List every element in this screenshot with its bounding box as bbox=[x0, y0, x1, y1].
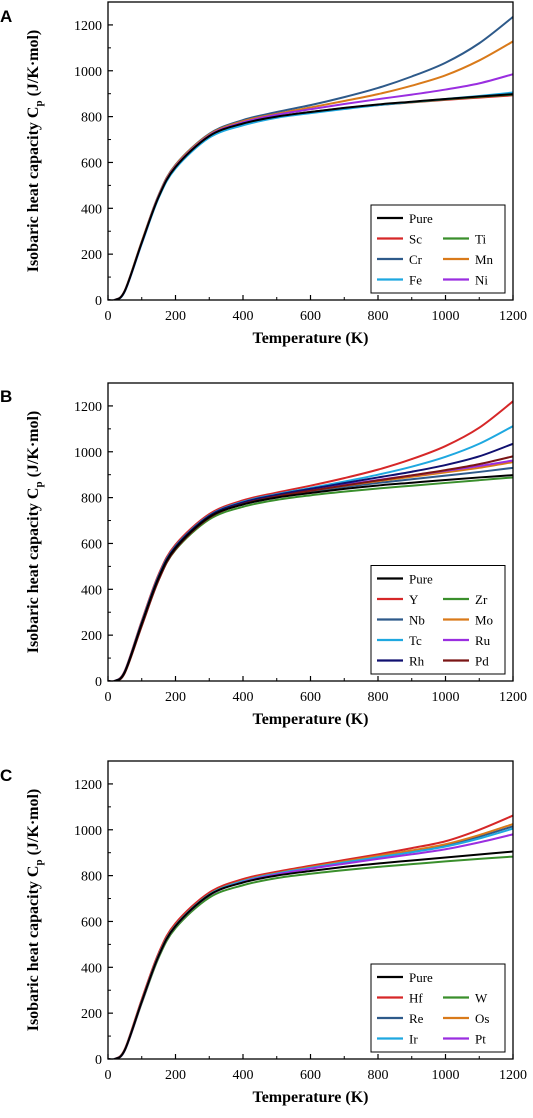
panel-label: A bbox=[0, 7, 12, 26]
legend-label-rh: Rh bbox=[409, 654, 425, 669]
legend-label-nb: Nb bbox=[409, 613, 425, 628]
y-tick-label: 400 bbox=[81, 961, 102, 976]
x-tick-label: 1000 bbox=[432, 1068, 460, 1083]
legend-label-mo: Mo bbox=[475, 613, 493, 628]
x-tick-label: 1200 bbox=[499, 690, 527, 705]
legend-label-pt: Pt bbox=[475, 1032, 486, 1047]
x-tick-label: 800 bbox=[368, 1068, 389, 1083]
legend-label-ir: Ir bbox=[409, 1032, 418, 1047]
x-tick-label: 800 bbox=[368, 309, 389, 324]
y-tick-label: 1000 bbox=[74, 824, 102, 839]
legend-label-re: Re bbox=[409, 1011, 424, 1026]
legend-label-w: W bbox=[475, 991, 488, 1006]
y-axis-title-unit: (J/K·mol) bbox=[25, 411, 42, 482]
series-group bbox=[108, 16, 513, 300]
legend-label-ru: Ru bbox=[475, 633, 491, 648]
x-tick-label: 400 bbox=[233, 1068, 254, 1083]
y-tick-label: 200 bbox=[81, 1007, 102, 1022]
y-tick-label: 1200 bbox=[74, 778, 102, 793]
series-group bbox=[108, 400, 513, 681]
x-tick-label: 200 bbox=[165, 690, 186, 705]
x-tick-label: 400 bbox=[233, 309, 254, 324]
x-tick-label: 600 bbox=[300, 309, 321, 324]
y-axis-title-subscript: p bbox=[33, 100, 45, 106]
y-tick-label: 600 bbox=[81, 537, 102, 552]
x-tick-label: 800 bbox=[368, 690, 389, 705]
legend-label-hf: Hf bbox=[409, 991, 423, 1006]
y-tick-label: 400 bbox=[81, 202, 102, 217]
panel-label: B bbox=[0, 387, 12, 406]
x-axis-title: Temperature (K) bbox=[253, 711, 369, 728]
y-axis-title-main: Isobaric heat capacity C bbox=[25, 866, 42, 1032]
y-axis-title-unit: (J/K·mol) bbox=[25, 30, 42, 101]
legend-box bbox=[370, 204, 506, 294]
x-tick-label: 200 bbox=[165, 309, 186, 324]
chart-panel-a: A 0 200 400 600 800 1000 1200 0 200 400 600 800 1000 1… bbox=[0, 1, 527, 347]
legend-label-mn: Mn bbox=[475, 252, 494, 267]
y-tick-label: 600 bbox=[81, 156, 102, 171]
x-tick-label: 600 bbox=[300, 1068, 321, 1083]
y-axis-title-unit: (J/K·mol) bbox=[25, 789, 42, 860]
legend-label-cr: Cr bbox=[409, 252, 423, 267]
legend: Pure Sc Ti Cr Mn Fe Ni bbox=[370, 204, 506, 294]
x-tick-label: 1200 bbox=[499, 1068, 527, 1083]
x-tick-label: 600 bbox=[300, 690, 321, 705]
x-axis-title: Temperature (K) bbox=[253, 330, 369, 347]
x-axis-title: Temperature (K) bbox=[253, 1089, 369, 1106]
y-tick-label: 0 bbox=[95, 1053, 102, 1068]
legend-box bbox=[370, 963, 506, 1053]
chart-panel-c: C 0 200 400 600 800 1000 1200 0 200 400 600 800 1000 1… bbox=[0, 760, 527, 1106]
legend-label-pure: Pure bbox=[409, 211, 433, 226]
y-axis-title-main: Isobaric heat capacity C bbox=[25, 107, 42, 273]
series-group bbox=[108, 814, 513, 1059]
legend-label-pure: Pure bbox=[409, 572, 433, 587]
y-tick-label: 1000 bbox=[74, 446, 102, 461]
series-line-pure bbox=[108, 93, 513, 300]
y-tick-label: 0 bbox=[95, 294, 102, 309]
x-tick-label: 1000 bbox=[432, 690, 460, 705]
legend-label-ni: Ni bbox=[475, 273, 488, 288]
series-line-pure bbox=[108, 474, 513, 681]
legend-label-tc: Tc bbox=[409, 633, 422, 648]
legend: Pure Hf W Re Os Ir Pt bbox=[370, 963, 506, 1053]
legend-label-ti: Ti bbox=[475, 232, 486, 247]
legend-label-zr: Zr bbox=[475, 592, 488, 607]
y-axis-title-main: Isobaric heat capacity C bbox=[25, 488, 42, 654]
x-tick-label: 1000 bbox=[432, 309, 460, 324]
y-tick-label: 0 bbox=[95, 675, 102, 690]
x-tick-label: 400 bbox=[233, 690, 254, 705]
series-line-pure bbox=[108, 850, 513, 1059]
x-tick-label: 200 bbox=[165, 1068, 186, 1083]
y-tick-label: 800 bbox=[81, 870, 102, 885]
legend-label-sc: Sc bbox=[409, 232, 422, 247]
y-tick-label: 800 bbox=[81, 492, 102, 507]
legend-label-pure: Pure bbox=[409, 970, 433, 985]
legend-label-fe: Fe bbox=[409, 273, 422, 288]
y-tick-label: 800 bbox=[81, 111, 102, 126]
y-axis-title-subscript: p bbox=[33, 859, 45, 865]
y-tick-label: 1200 bbox=[74, 19, 102, 34]
legend-label-os: Os bbox=[475, 1011, 489, 1026]
y-tick-label: 200 bbox=[81, 629, 102, 644]
y-axis-title-subscript: p bbox=[33, 481, 45, 487]
y-tick-label: 1000 bbox=[74, 65, 102, 80]
x-tick-label: 1200 bbox=[499, 309, 527, 324]
legend-label-pd: Pd bbox=[475, 654, 489, 669]
y-axis-title: Isobaric heat capacity Cp (J/K·mol) bbox=[25, 30, 45, 273]
x-tick-label: 0 bbox=[105, 309, 112, 324]
y-tick-label: 1200 bbox=[74, 400, 102, 415]
legend-label-y: Y bbox=[409, 592, 419, 607]
legend: Pure Y Zr Nb Mo Tc Ru Rh Pd bbox=[370, 565, 506, 675]
y-tick-label: 400 bbox=[81, 583, 102, 598]
panel-label: C bbox=[0, 766, 12, 785]
x-tick-label: 0 bbox=[105, 690, 112, 705]
chart-panel-b: B 0 200 400 600 800 1000 1200 0 200 400 600 800 1000 1… bbox=[0, 382, 527, 728]
y-tick-label: 600 bbox=[81, 915, 102, 930]
x-tick-label: 0 bbox=[105, 1068, 112, 1083]
y-axis-title: Isobaric heat capacity Cp (J/K·mol) bbox=[25, 789, 45, 1032]
y-tick-label: 200 bbox=[81, 248, 102, 263]
y-axis-title: Isobaric heat capacity Cp (J/K·mol) bbox=[25, 411, 45, 654]
